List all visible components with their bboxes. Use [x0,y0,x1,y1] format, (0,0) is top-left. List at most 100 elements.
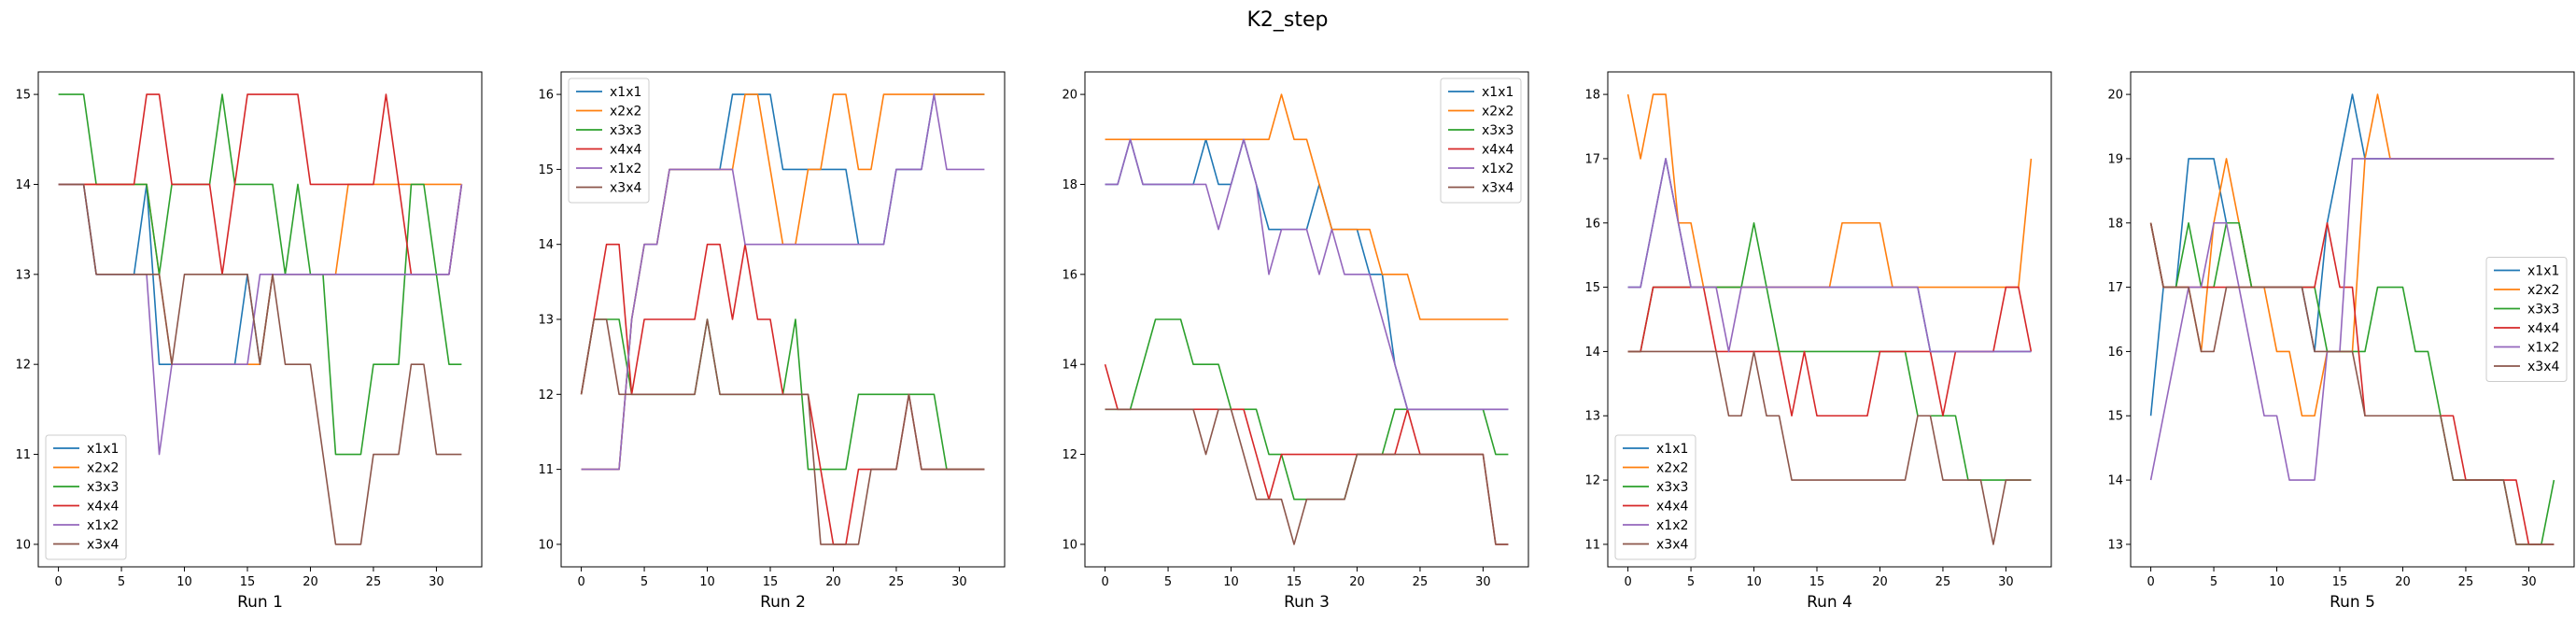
y-tick-label: 12 [15,359,31,373]
x-tick-label: 5 [1164,575,1172,589]
legend-label-x1x2: x1x2 [2527,341,2559,356]
x-tick-label: 15 [1287,575,1302,589]
legend-label-x1x1: x1x1 [1482,85,1513,100]
legend-label-x3x4: x3x4 [87,538,119,553]
y-tick-label: 20 [1062,89,1077,103]
axes-frame [37,71,483,568]
y-tick-label: 18 [2107,217,2123,231]
x-tick-label: 20 [2395,575,2411,589]
x-tick-label: 15 [2332,575,2348,589]
x-axis-label: Run 2 [760,593,806,612]
legend-label-x3x4: x3x4 [2527,360,2559,374]
x-tick-label: 0 [1101,575,1108,589]
x-tick-label: 25 [1936,575,1951,589]
series-line-x2x2 [1626,93,2033,289]
y-tick-label: 13 [15,268,31,282]
legend-label-x2x2: x2x2 [1482,105,1513,120]
x-tick-label: 10 [1223,575,1239,589]
figure-title: K2_step [1246,8,1328,32]
legend-label-x3x4: x3x4 [1656,538,1688,553]
series-line-x3x4 [2149,222,2555,545]
y-tick-label: 17 [2107,281,2123,295]
x-tick-label: 30 [2521,575,2537,589]
x-axis-label: Run 4 [1807,593,1852,612]
legend-label-x1x1: x1x1 [1656,442,1688,457]
y-tick-label: 11 [1584,538,1600,552]
axes-frame [2130,71,2575,568]
legend: x1x1 x2x2 x3x3 x4x4 x1x2 x3x4 [45,434,127,560]
series-line-x1x1 [1627,158,2032,353]
x-tick-label: 20 [825,575,841,589]
x-tick-label: 30 [429,575,444,589]
legend-label-x4x4: x4x4 [2527,321,2559,336]
y-tick-label: 10 [1062,538,1077,552]
series-line-x4x4 [58,93,463,275]
series-line-x2x2 [1105,93,1509,320]
x-tick-label: 25 [2458,575,2474,589]
legend-box [568,78,650,204]
x-tick-label: 0 [2147,575,2154,589]
series-line-x3x4 [1105,408,1509,545]
y-tick-label: 14 [538,238,554,252]
subplot-run-5: 0 5 10 15 20 25 30 13 14 15 16 17 18 19 20 Run 5 x1x1 x2x… [2107,71,2575,612]
x-tick-label: 25 [366,575,382,589]
y-tick-label: 19 [2107,152,2123,166]
legend-box [2485,257,2568,382]
legend-label-x1x1: x1x1 [87,442,119,457]
y-tick-label: 10 [15,538,31,552]
legend-label-x4x4: x4x4 [1656,500,1688,515]
y-tick-label: 16 [1584,217,1600,231]
y-tick-label: 12 [538,388,554,402]
y-tick-label: 12 [1062,448,1077,462]
y-tick-label: 14 [15,178,31,192]
y-tick-label: 13 [538,314,554,328]
legend: x1x1 x2x2 x3x3 x4x4 x1x2 x3x4 [1440,78,1522,204]
y-tick-label: 14 [2107,474,2123,488]
y-tick-label: 10 [538,538,554,552]
legend-box [1614,434,1696,560]
x-tick-label: 10 [1746,575,1762,589]
legend-label-x4x4: x4x4 [87,500,119,515]
legend-label-x1x1: x1x1 [2527,264,2559,279]
legend-label-x3x4: x3x4 [610,181,641,196]
legend-label-x1x2: x1x2 [610,162,641,176]
y-tick-label: 17 [1584,152,1600,166]
subplot-run-1: 0 5 10 15 20 25 30 10 11 12 13 14 15 Run 1 x1x1 x2x2 x3x… [15,71,483,612]
subplot-run-3: 0 5 10 15 20 25 30 10 12 14 16 18 20 Run 3 x1x1 x2x2 x3x… [1062,71,1529,612]
x-axis-label: Run 1 [237,593,283,612]
legend-label-x1x2: x1x2 [87,518,119,533]
x-tick-label: 10 [699,575,715,589]
x-tick-label: 10 [176,575,192,589]
x-tick-label: 15 [763,575,779,589]
y-tick-label: 16 [1062,268,1077,282]
legend-label-x2x2: x2x2 [2527,283,2559,298]
x-tick-label: 5 [1687,575,1695,589]
x-axis-label: Run 5 [2330,593,2375,612]
y-tick-label: 13 [1584,410,1600,424]
legend-label-x3x3: x3x3 [1656,480,1688,495]
legend: x1x1 x2x2 x3x3 x4x4 x1x2 x3x4 [2485,257,2568,382]
x-tick-label: 30 [1998,575,2014,589]
x-tick-label: 0 [54,575,62,589]
y-tick-label: 13 [2107,538,2123,552]
y-tick-label: 20 [2107,89,2123,103]
series-line-x3x4 [580,318,985,545]
legend-label-x3x3: x3x3 [1482,123,1513,138]
x-tick-label: 25 [889,575,905,589]
x-tick-label: 15 [240,575,256,589]
y-tick-label: 18 [1062,178,1077,192]
x-tick-label: 30 [951,575,967,589]
x-axis-label: Run 3 [1284,593,1330,612]
legend-label-x3x4: x3x4 [1482,181,1513,196]
y-tick-label: 11 [538,463,554,477]
y-tick-label: 15 [1584,281,1600,295]
x-tick-label: 0 [1624,575,1631,589]
y-tick-label: 15 [15,89,31,103]
x-tick-label: 20 [1872,575,1888,589]
legend-label-x2x2: x2x2 [610,105,641,120]
y-tick-label: 18 [1584,89,1600,103]
y-tick-label: 14 [1584,346,1600,360]
x-tick-label: 5 [118,575,125,589]
legend-label-x1x2: x1x2 [1482,162,1513,176]
